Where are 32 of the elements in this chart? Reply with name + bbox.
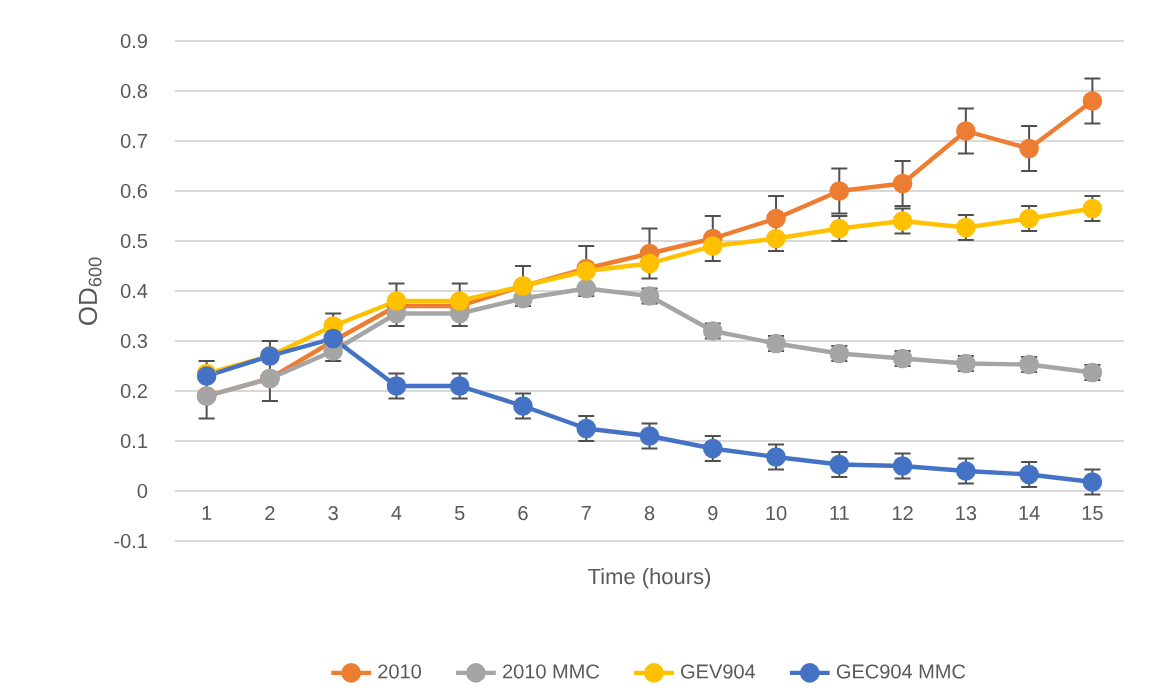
x-tick-label: 8 <box>644 506 655 521</box>
x-tick-label: 15 <box>1082 506 1103 521</box>
legend-label: GEC904 MMC <box>836 664 966 679</box>
x-tick-label: 4 <box>391 506 402 520</box>
x-tick-label: 13 <box>956 506 977 521</box>
y-axis-title: OD$_{600}$ <box>78 257 102 325</box>
y-tick-label: 0.1 <box>120 433 147 449</box>
y-tick-label: 0 <box>137 483 148 499</box>
x-tick-label: 11 <box>830 506 849 520</box>
y-tick-label: 0.9 <box>120 33 148 49</box>
x-tick-label: 14 <box>1019 506 1040 520</box>
x-tick-label: 1 <box>202 506 212 520</box>
x-tick-label: 12 <box>892 506 913 521</box>
y-tick-label: 0.3 <box>120 333 148 349</box>
legend-label: 2010 <box>378 664 422 679</box>
x-tick-label: 6 <box>518 506 528 521</box>
y-tick-label: 0.7 <box>120 133 147 149</box>
y-tick-label: 0.5 <box>120 233 148 249</box>
x-tick-label: 3 <box>328 506 338 521</box>
y-tick-label: 0.4 <box>120 283 148 299</box>
x-tick-label: 5 <box>454 506 465 521</box>
x-tick-label: 2 <box>265 506 275 521</box>
x-tick-label: 9 <box>708 506 718 521</box>
x-axis-title: Time (hours) <box>588 568 711 589</box>
y-tick-label: 0.6 <box>120 183 148 199</box>
legend-label: 2010 MMC <box>503 664 600 679</box>
y-tick-label: -0.1 <box>114 533 147 549</box>
legend-label: GEV904 <box>681 664 756 679</box>
x-tick-label: 10 <box>766 506 787 521</box>
y-tick-label: 0.2 <box>120 383 147 399</box>
x-tick-label: 7 <box>581 506 591 520</box>
y-tick-label: 0.8 <box>120 83 148 99</box>
